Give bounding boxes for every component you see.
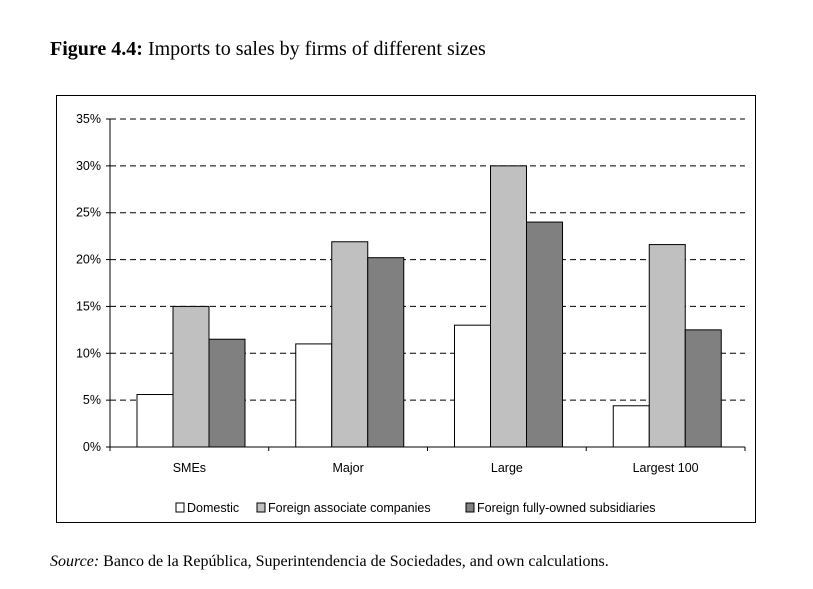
bar-foreign-associate-companies-largest-100	[648, 244, 686, 448]
bar-foreign-fully-owned-subsidiaries-large	[526, 221, 563, 448]
figure-title: Figure 4.4: Imports to sales by firms of…	[50, 38, 486, 61]
bar-domestic-major	[295, 343, 333, 448]
x-tick-label: Large	[491, 461, 523, 475]
bar-foreign-associate-companies-large	[490, 165, 527, 448]
source-note: Source: Banco de la República, Superinte…	[50, 553, 609, 571]
legend-label: Foreign fully-owned subsidiaries	[477, 501, 656, 515]
legend-swatch	[465, 502, 475, 513]
y-tick-label: 10%	[76, 346, 101, 360]
x-tick-label: Largest 100	[633, 461, 699, 475]
legend-swatch	[256, 502, 266, 513]
y-tick-label: 0%	[83, 440, 101, 454]
y-tick-label: 30%	[76, 159, 101, 173]
x-tick-label: Major	[332, 461, 363, 475]
y-tick-label: 5%	[83, 393, 101, 407]
bar-foreign-fully-owned-subsidiaries-major	[367, 257, 405, 448]
chart-frame	[56, 95, 756, 523]
legend-label: Domestic	[187, 501, 239, 515]
bar-foreign-fully-owned-subsidiaries-smes	[208, 338, 246, 448]
source-label: Source:	[50, 553, 100, 570]
y-tick-label: 15%	[76, 299, 101, 313]
bar-domestic-large	[454, 324, 491, 448]
figure-label: Figure 4.4:	[50, 38, 143, 60]
legend-swatch	[175, 502, 185, 513]
y-tick-label: 25%	[76, 206, 101, 220]
bar-foreign-associate-companies-smes	[172, 305, 210, 448]
bar-domestic-largest-100	[612, 405, 650, 448]
bar-foreign-fully-owned-subsidiaries-largest-100	[684, 329, 722, 448]
figure-caption: Imports to sales by firms of different s…	[147, 38, 486, 60]
bar-domestic-smes	[136, 394, 174, 448]
legend-label: Foreign associate companies	[268, 501, 431, 515]
x-tick-label: SMEs	[173, 461, 206, 475]
y-tick-label: 35%	[76, 112, 101, 126]
bar-foreign-associate-companies-major	[331, 241, 369, 448]
source-text: Banco de la República, Superintendencia …	[103, 553, 609, 570]
y-tick-label: 20%	[76, 253, 101, 267]
